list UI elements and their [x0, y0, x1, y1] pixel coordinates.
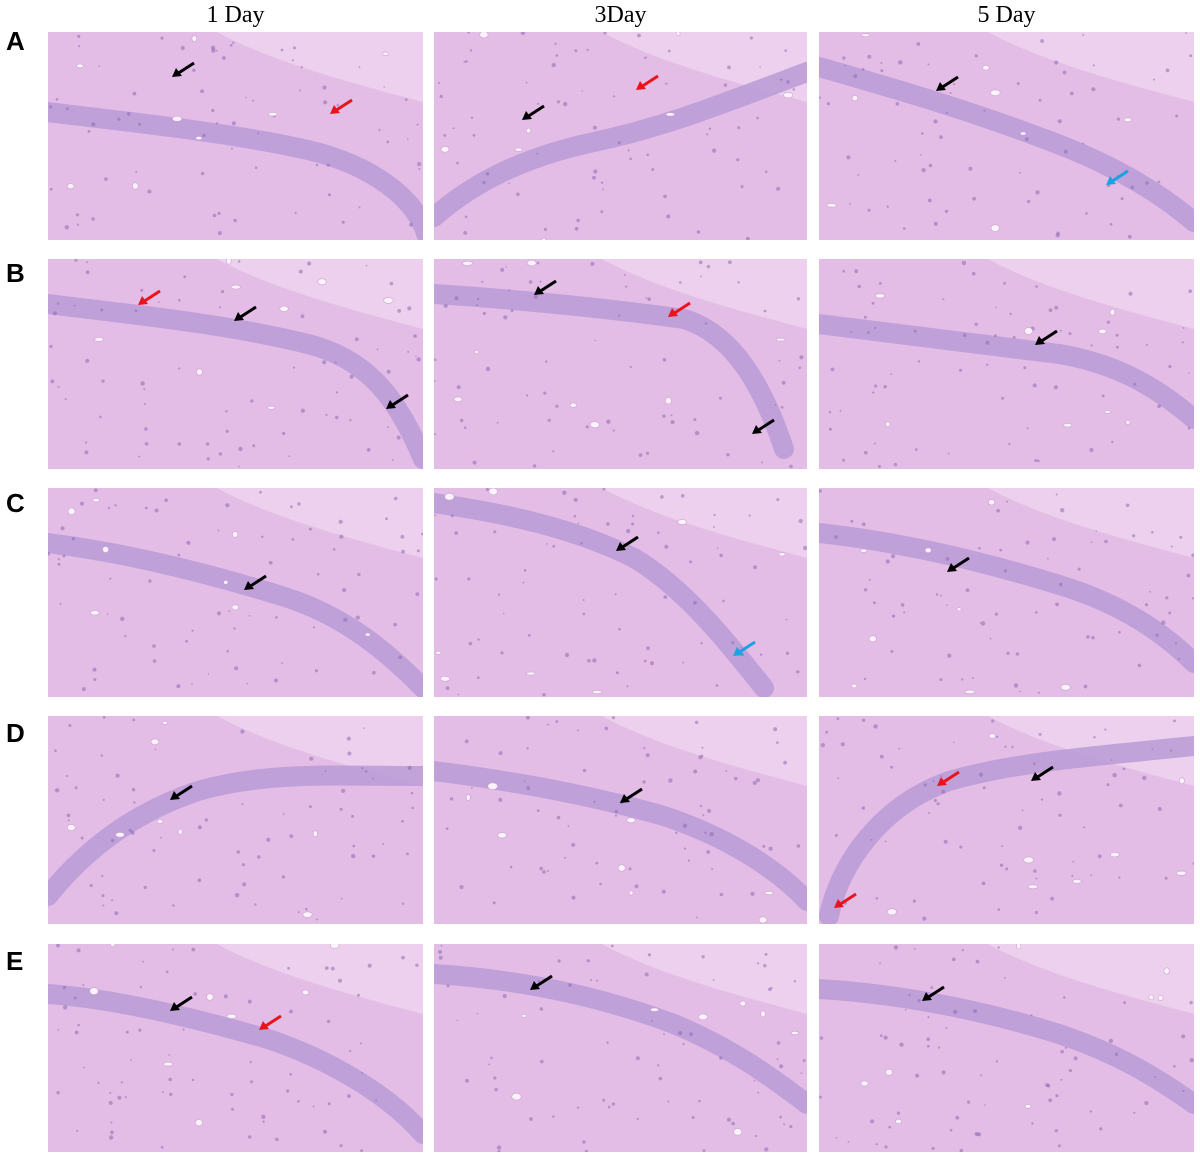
black-arrow	[522, 104, 545, 120]
micrograph-panel-c-3	[819, 488, 1194, 697]
tissue-image	[434, 32, 807, 240]
row-label-c: C	[6, 488, 25, 518]
tissue-image	[48, 488, 423, 697]
pyramidal-cell-layer	[48, 533, 423, 697]
micrograph-panel-e-1	[48, 944, 423, 1152]
tissue-image	[48, 716, 423, 924]
row-label-a: A	[6, 26, 25, 56]
black-arrow	[234, 305, 257, 321]
black-arrow	[1035, 329, 1058, 345]
black-arrow	[386, 393, 409, 409]
tissue-image	[819, 488, 1194, 697]
tissue-image	[434, 944, 807, 1152]
red-arrow	[259, 1014, 282, 1030]
column-title-5-day: 5 Day	[977, 2, 1036, 28]
column-title-3-day: 3Day	[594, 2, 647, 28]
black-arrow	[170, 784, 193, 800]
micrograph-panel-c-2	[434, 488, 807, 697]
pyramidal-cell-layer	[434, 761, 807, 911]
pyramidal-cell-layer	[819, 979, 1194, 1114]
micrograph-panel-c-1	[48, 488, 423, 697]
pyramidal-cell-layer	[434, 964, 807, 1114]
micrograph-panel-b-3	[819, 259, 1194, 469]
black-arrow	[534, 279, 557, 295]
red-arrow	[138, 289, 161, 305]
row-label-d: D	[6, 718, 25, 748]
pyramidal-cell-layer	[434, 493, 774, 697]
column-title-1-day: 1 Day	[206, 2, 265, 28]
tissue-image	[48, 32, 423, 240]
micrograph-panel-e-2	[434, 944, 807, 1152]
pyramidal-cell-layer	[819, 736, 1194, 924]
black-arrow	[244, 574, 267, 590]
black-arrow	[1031, 765, 1054, 781]
tissue-image	[434, 488, 807, 697]
micrograph-panel-a-3	[819, 32, 1194, 240]
row-label-b: B	[6, 258, 25, 288]
black-arrow	[172, 61, 195, 77]
red-arrow	[937, 770, 960, 786]
tissue-image	[48, 259, 423, 469]
micrograph-panel-d-3	[819, 716, 1194, 924]
pyramidal-cell-layer	[819, 314, 1194, 429]
pyramidal-cell-layer	[48, 765, 423, 906]
tissue-image	[819, 259, 1194, 469]
pyramidal-cell-layer	[48, 102, 423, 240]
tissue-image	[434, 259, 807, 469]
pyramidal-cell-layer	[434, 284, 794, 459]
micrograph-panel-d-2	[434, 716, 807, 924]
red-arrow	[834, 892, 857, 908]
tissue-image	[819, 716, 1194, 924]
red-arrow	[668, 301, 691, 317]
black-arrow	[947, 556, 970, 572]
pyramidal-cell-layer	[434, 62, 807, 227]
blue-arrow	[1106, 169, 1129, 185]
micrograph-panel-d-1	[48, 716, 423, 924]
black-arrow	[922, 985, 945, 1001]
pyramidal-cell-layer	[48, 984, 423, 1144]
micrograph-panel-a-2	[434, 32, 807, 240]
blue-arrow	[733, 640, 756, 656]
black-arrow	[752, 418, 775, 434]
black-arrow	[936, 75, 959, 91]
micrograph-panel-b-1	[48, 259, 423, 469]
black-arrow	[616, 535, 639, 551]
micrograph-panel-e-3	[819, 944, 1194, 1152]
black-arrow	[620, 787, 643, 803]
black-arrow	[530, 974, 553, 990]
micrograph-panel-b-2	[434, 259, 807, 469]
red-arrow	[636, 74, 659, 90]
pyramidal-cell-layer	[819, 57, 1194, 232]
tissue-image	[819, 944, 1194, 1152]
tissue-image	[819, 32, 1194, 240]
row-label-e: E	[6, 946, 24, 976]
pyramidal-cell-layer	[819, 523, 1194, 673]
micrograph-panel-a-1	[48, 32, 423, 240]
tissue-image	[48, 944, 423, 1152]
red-arrow	[330, 98, 353, 114]
black-arrow	[170, 995, 193, 1011]
tissue-image	[434, 716, 807, 924]
